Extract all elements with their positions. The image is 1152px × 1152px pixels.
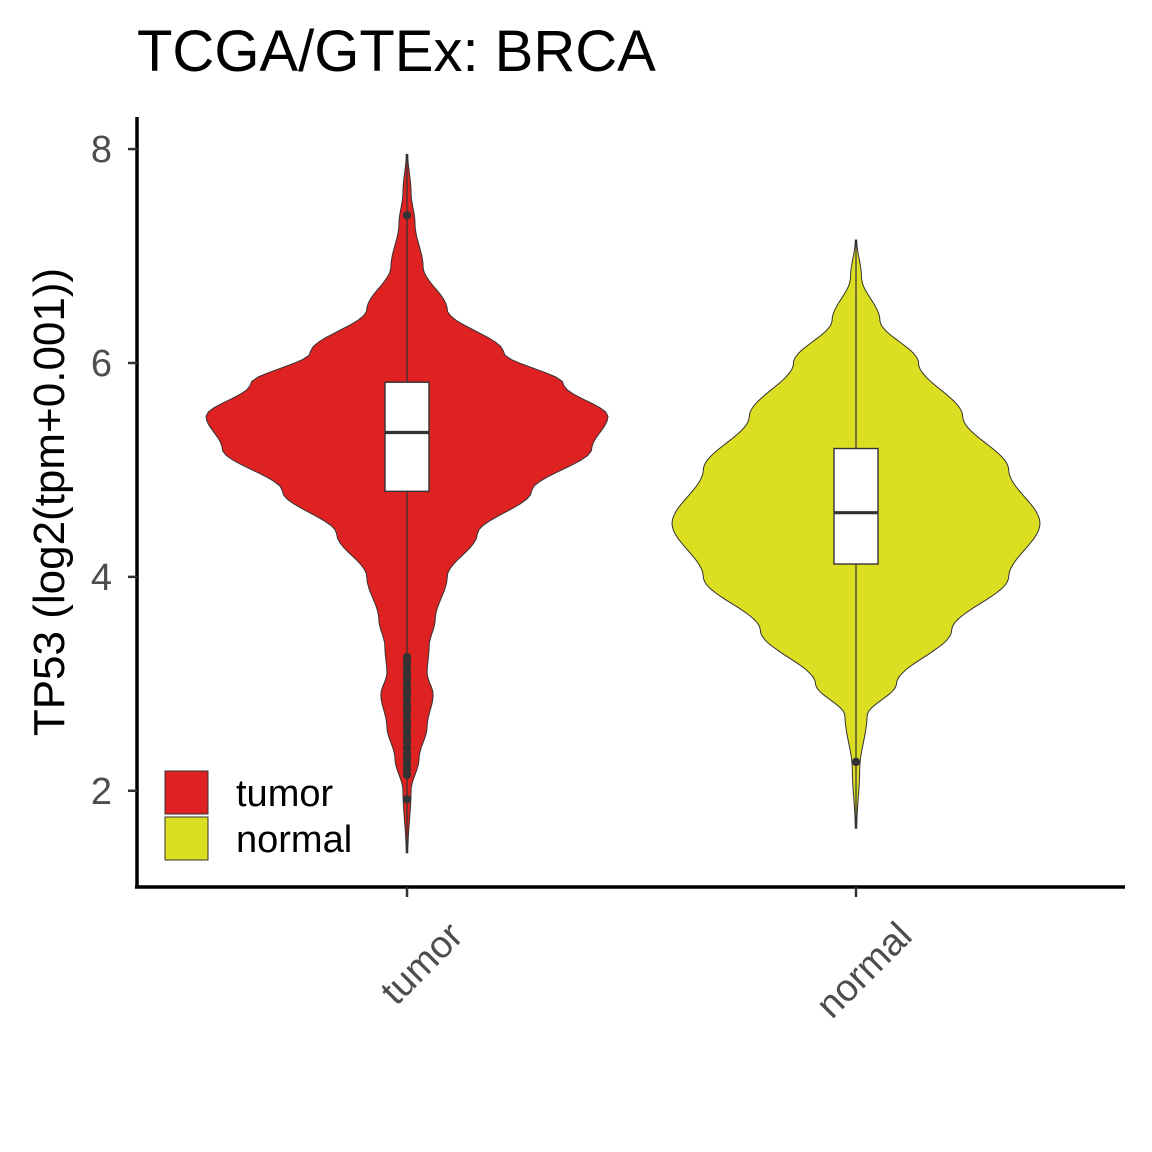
legend-swatch-tumor: [164, 770, 209, 815]
outlier-point-tumor: [402, 211, 412, 220]
outlier-point-tumor: [402, 795, 412, 804]
outlier-point-tumor: [402, 770, 412, 779]
y-ticks: 2 4 6 8: [91, 129, 137, 813]
legend-swatch-normal: [164, 816, 209, 861]
y-axis-title: TP53 (log2(tpm+0.001)): [25, 268, 74, 736]
plot-marks: [205, 153, 1041, 854]
legend-label-tumor: tumor: [236, 773, 333, 815]
y-tick-label: 8: [91, 129, 112, 171]
violin-group-tumor: [205, 153, 609, 854]
x-ticks: tumor normal: [373, 887, 920, 1026]
x-tick-label: normal: [809, 915, 921, 1027]
outlier-point-normal: [851, 757, 861, 767]
x-tick-label: tumor: [373, 914, 472, 1013]
box-normal: [833, 447, 879, 565]
chart-title: TCGA/GTEx: BRCA: [137, 19, 656, 84]
y-tick-label: 2: [91, 771, 112, 813]
violin-group-normal: [671, 239, 1041, 829]
axes: [135, 117, 1125, 889]
box-tumor: [384, 381, 430, 493]
legend-label-normal: normal: [236, 819, 352, 861]
y-tick-label: 4: [91, 557, 112, 599]
y-tick-label: 6: [91, 343, 112, 385]
